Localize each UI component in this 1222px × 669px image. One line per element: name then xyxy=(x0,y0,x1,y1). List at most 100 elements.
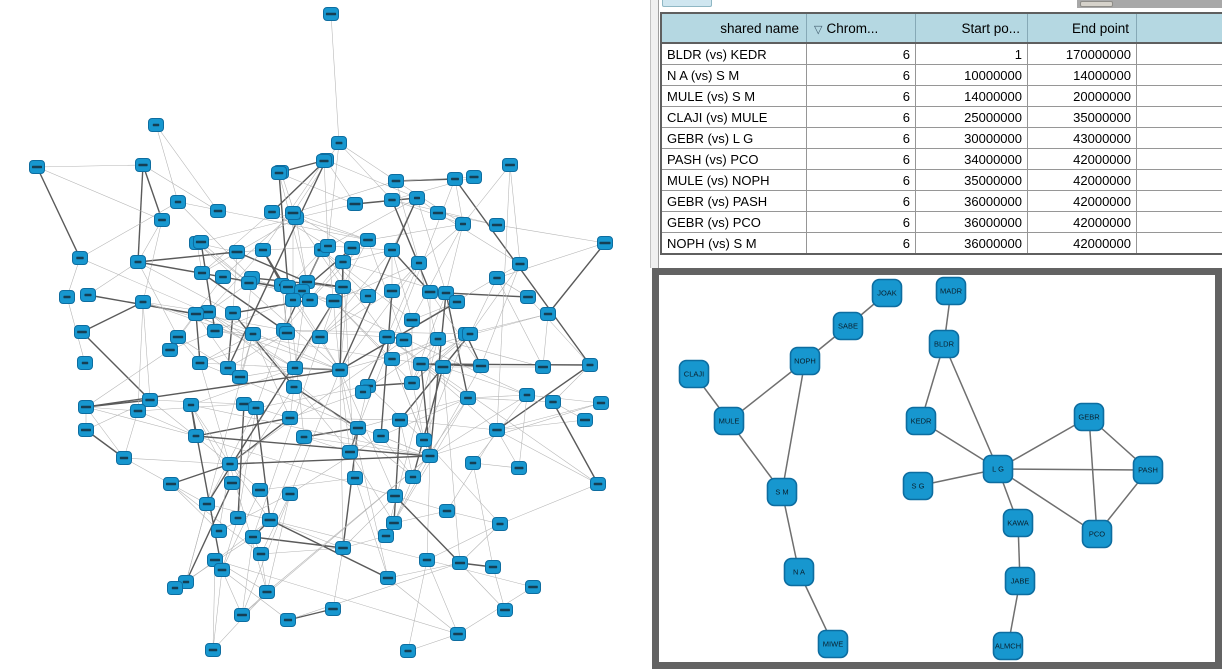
network-node-JABE[interactable]: JABE xyxy=(1004,566,1036,596)
network-node[interactable] xyxy=(438,286,454,300)
network-edge[interactable] xyxy=(542,313,549,368)
network-edge[interactable] xyxy=(496,277,544,368)
network-edge[interactable] xyxy=(289,391,364,419)
network-edge[interactable] xyxy=(446,429,498,512)
network-edge[interactable] xyxy=(142,301,151,401)
network-node[interactable] xyxy=(312,330,328,344)
network-edge[interactable] xyxy=(221,569,289,621)
network-edge[interactable] xyxy=(429,292,447,457)
network-node[interactable] xyxy=(280,613,296,627)
network-edge[interactable] xyxy=(85,349,171,408)
network-edge[interactable] xyxy=(278,172,289,288)
network-node[interactable] xyxy=(386,516,402,530)
network-edge[interactable] xyxy=(349,451,395,524)
network-edge[interactable] xyxy=(123,410,139,459)
network-node[interactable] xyxy=(224,476,240,490)
network-edge[interactable] xyxy=(221,517,239,571)
network-node-GEBR[interactable]: GEBR xyxy=(1073,402,1105,432)
network-edge[interactable] xyxy=(206,407,257,505)
network-node[interactable] xyxy=(280,280,296,294)
network-node[interactable] xyxy=(450,627,466,641)
network-edge[interactable] xyxy=(426,523,501,561)
network-node[interactable] xyxy=(473,359,489,373)
network-node[interactable] xyxy=(489,218,505,232)
network-node[interactable] xyxy=(502,158,518,172)
network-edge[interactable] xyxy=(123,457,231,465)
network-node[interactable] xyxy=(405,470,421,484)
network-edge[interactable] xyxy=(85,406,197,437)
network-node[interactable] xyxy=(302,293,318,307)
network-edge[interactable] xyxy=(271,211,329,247)
network-edge[interactable] xyxy=(81,301,144,333)
network-edge[interactable] xyxy=(526,394,602,404)
network-edge[interactable] xyxy=(79,201,179,259)
network-edge[interactable] xyxy=(342,249,393,263)
table-row[interactable]: PASH (vs) PCO6340000004200000011.4 xyxy=(660,148,1222,170)
network-node[interactable] xyxy=(167,581,183,595)
network-edge[interactable] xyxy=(292,212,369,241)
network-edge[interactable] xyxy=(429,291,482,367)
network-node[interactable] xyxy=(489,423,505,437)
network-node[interactable] xyxy=(222,457,238,471)
network-node[interactable] xyxy=(455,217,471,231)
network-edge[interactable] xyxy=(442,366,528,396)
filtered-network-view[interactable]: JOAK SABE NOPH CLAJI MULE S M N A MIWE MADR BLDR K… xyxy=(659,275,1215,662)
network-node[interactable] xyxy=(77,356,93,370)
network-edge[interactable] xyxy=(190,404,231,465)
network-node[interactable] xyxy=(378,529,394,543)
network-edge[interactable] xyxy=(467,394,528,399)
network-edge[interactable] xyxy=(239,333,254,378)
network-node[interactable] xyxy=(253,547,269,561)
network-edge[interactable] xyxy=(465,313,549,335)
network-node[interactable] xyxy=(419,553,435,567)
network-edge[interactable] xyxy=(269,519,389,579)
network-node[interactable] xyxy=(497,603,513,617)
network-edge[interactable] xyxy=(199,333,254,364)
network-edge[interactable] xyxy=(395,180,464,225)
network-edge[interactable] xyxy=(177,201,369,241)
network-node-BLDR[interactable]: BLDR xyxy=(928,329,960,359)
network-node[interactable] xyxy=(360,289,376,303)
network-edge[interactable] xyxy=(255,385,369,409)
horizontal-scrollbar[interactable] xyxy=(1077,0,1222,8)
network-node[interactable] xyxy=(447,172,463,186)
network-edge[interactable] xyxy=(509,164,521,265)
network-edge[interactable] xyxy=(399,419,414,478)
network-node[interactable] xyxy=(255,243,271,257)
network-edge[interactable] xyxy=(195,313,201,364)
network-edge[interactable] xyxy=(155,124,219,212)
network-edge[interactable] xyxy=(387,577,459,635)
network-edge[interactable] xyxy=(229,455,431,465)
network-edge[interactable] xyxy=(354,477,389,579)
column-header-2[interactable]: Start po... xyxy=(915,13,1028,44)
network-node[interactable] xyxy=(326,294,342,308)
network-edge[interactable] xyxy=(380,397,469,437)
network-edge[interactable] xyxy=(395,180,420,264)
network-edge[interactable] xyxy=(399,333,471,421)
network-node[interactable] xyxy=(225,306,241,320)
network-edge[interactable] xyxy=(155,124,179,203)
network-node[interactable] xyxy=(335,280,351,294)
network-node[interactable] xyxy=(248,401,264,415)
network-edge[interactable] xyxy=(201,211,273,274)
network-edge[interactable] xyxy=(199,332,288,364)
network-node[interactable] xyxy=(435,360,451,374)
network-node[interactable] xyxy=(245,327,261,341)
network-edge[interactable] xyxy=(527,296,591,366)
network-edge[interactable] xyxy=(236,251,308,283)
network-node[interactable] xyxy=(130,255,146,269)
network-node[interactable] xyxy=(379,330,395,344)
network-edge[interactable] xyxy=(252,333,291,419)
network-node[interactable] xyxy=(207,324,223,338)
network-edge[interactable] xyxy=(232,312,295,388)
network-node[interactable] xyxy=(210,204,226,218)
column-header-3[interactable]: End point xyxy=(1027,13,1137,44)
network-edge[interactable] xyxy=(195,435,396,497)
network-edge[interactable] xyxy=(303,436,431,457)
network-edge[interactable] xyxy=(251,277,344,288)
network-edge[interactable] xyxy=(472,462,494,568)
network-edge[interactable] xyxy=(496,419,586,431)
network-edge[interactable] xyxy=(87,261,139,296)
network-node-MIWE[interactable]: MIWE xyxy=(817,629,849,659)
network-node[interactable] xyxy=(271,166,287,180)
